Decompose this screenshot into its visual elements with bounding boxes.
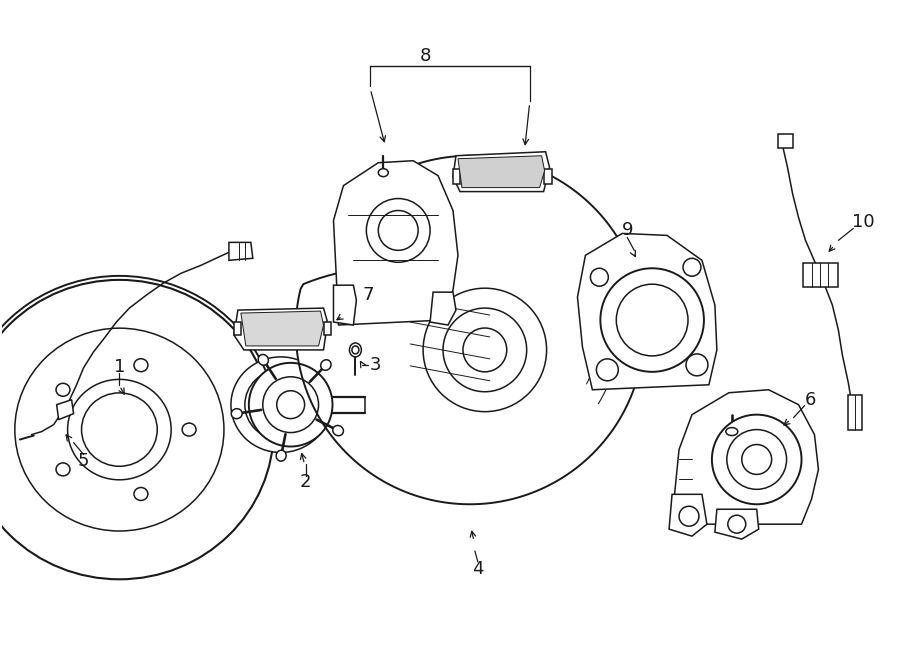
Text: 8: 8 (419, 47, 431, 65)
Polygon shape (453, 152, 550, 191)
Polygon shape (229, 242, 253, 260)
Ellipse shape (378, 169, 388, 177)
Circle shape (712, 414, 802, 504)
Polygon shape (57, 400, 74, 420)
Polygon shape (241, 311, 323, 346)
Ellipse shape (0, 280, 274, 579)
Polygon shape (669, 495, 707, 536)
Circle shape (263, 377, 319, 432)
Ellipse shape (14, 328, 224, 531)
Ellipse shape (349, 343, 362, 357)
Ellipse shape (245, 370, 317, 440)
Circle shape (616, 284, 688, 356)
Circle shape (423, 288, 546, 412)
Polygon shape (334, 285, 356, 325)
Circle shape (276, 391, 304, 418)
Polygon shape (715, 509, 759, 539)
Polygon shape (334, 161, 458, 325)
Text: 9: 9 (622, 221, 633, 240)
Polygon shape (849, 395, 862, 430)
Circle shape (686, 354, 708, 376)
Polygon shape (458, 156, 544, 187)
Ellipse shape (182, 423, 196, 436)
Circle shape (248, 363, 332, 446)
Text: 7: 7 (363, 286, 374, 304)
Text: 10: 10 (852, 213, 875, 232)
Text: 3: 3 (370, 356, 381, 374)
Text: 6: 6 (805, 391, 816, 408)
Circle shape (597, 359, 618, 381)
Ellipse shape (134, 487, 148, 500)
Circle shape (366, 199, 430, 262)
Circle shape (728, 515, 746, 533)
Ellipse shape (352, 346, 359, 354)
Polygon shape (672, 390, 818, 524)
Ellipse shape (56, 463, 70, 476)
Ellipse shape (258, 354, 268, 365)
Ellipse shape (276, 450, 286, 461)
Polygon shape (234, 308, 328, 350)
Circle shape (590, 268, 608, 286)
Ellipse shape (320, 359, 331, 370)
Text: 4: 4 (472, 560, 483, 578)
Circle shape (683, 258, 701, 276)
Polygon shape (803, 263, 839, 287)
Circle shape (378, 211, 419, 250)
Circle shape (679, 506, 699, 526)
Ellipse shape (231, 357, 330, 453)
Polygon shape (296, 156, 644, 504)
Polygon shape (323, 322, 330, 335)
Polygon shape (778, 134, 793, 148)
Text: 1: 1 (113, 358, 125, 376)
Ellipse shape (231, 408, 242, 418)
Circle shape (443, 308, 526, 392)
Text: 2: 2 (300, 473, 311, 491)
Text: 5: 5 (77, 452, 89, 471)
Circle shape (463, 328, 507, 372)
Polygon shape (430, 292, 456, 325)
Circle shape (600, 268, 704, 372)
Polygon shape (544, 169, 552, 183)
Ellipse shape (134, 359, 148, 371)
Ellipse shape (82, 393, 158, 466)
Ellipse shape (56, 383, 70, 397)
Circle shape (742, 444, 771, 475)
Polygon shape (578, 234, 717, 390)
Ellipse shape (68, 379, 171, 480)
Circle shape (727, 430, 787, 489)
Ellipse shape (333, 426, 344, 436)
Polygon shape (234, 322, 241, 335)
Ellipse shape (725, 428, 738, 436)
Polygon shape (453, 169, 460, 183)
